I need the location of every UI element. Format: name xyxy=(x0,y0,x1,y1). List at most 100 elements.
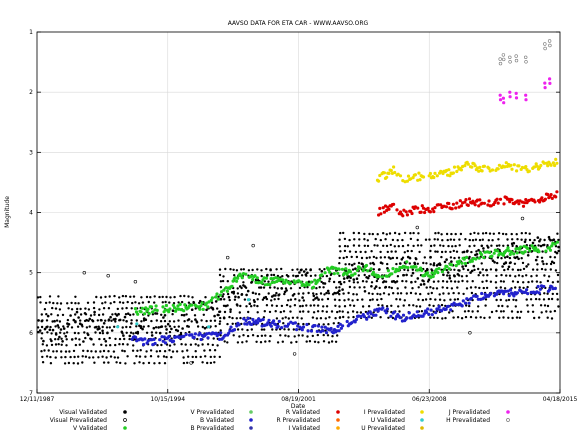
point-visual-validated xyxy=(351,299,354,302)
point-visual-validated xyxy=(51,328,55,332)
point-visual-validated xyxy=(202,313,205,316)
point-visual-validated xyxy=(213,361,216,364)
point-visual-validated xyxy=(173,295,176,299)
point-visual-validated xyxy=(504,261,508,264)
point-visual-validated xyxy=(226,341,229,344)
point-visual-validated xyxy=(124,313,128,316)
point-visual-validated xyxy=(502,244,505,247)
point-h-prevalidated xyxy=(501,53,506,57)
point-visual-validated xyxy=(359,311,363,314)
point-visual-validated xyxy=(359,250,362,254)
point-visual-validated xyxy=(157,355,160,358)
point-visual-validated xyxy=(131,349,135,352)
point-r-validated xyxy=(382,210,386,214)
point-visual-validated xyxy=(84,307,87,310)
point-i-prevalidated xyxy=(459,168,463,172)
point-i-prevalidated xyxy=(463,164,467,168)
point-visual-validated xyxy=(44,301,48,305)
point-b-validated xyxy=(338,322,342,326)
point-v-validated xyxy=(397,268,401,272)
point-visual-validated xyxy=(469,271,472,274)
point-b-validated xyxy=(469,296,473,300)
point-visual-validated xyxy=(494,281,498,284)
point-visual-validated xyxy=(327,341,331,344)
point-b-validated xyxy=(199,337,203,342)
point-visual-validated xyxy=(429,263,432,266)
point-visual-validated xyxy=(348,238,351,242)
point-visual-validated xyxy=(492,232,495,235)
point-visual-validated xyxy=(495,244,499,247)
point-visual-validated xyxy=(516,310,519,314)
point-visual-validated xyxy=(412,304,415,307)
point-visual-prevalidated xyxy=(189,361,193,365)
point-visual-validated xyxy=(221,279,225,283)
point-visual-validated xyxy=(83,331,86,334)
point-visual-validated xyxy=(76,362,80,365)
point-b-validated xyxy=(439,309,444,313)
point-visual-validated xyxy=(61,340,64,343)
point-visual-validated xyxy=(206,361,209,365)
point-visual-validated xyxy=(391,256,395,260)
point-visual-validated xyxy=(101,355,104,358)
point-visual-validated xyxy=(315,293,318,296)
point-visual-validated xyxy=(228,298,231,302)
point-b-validated xyxy=(335,329,339,333)
point-visual-validated xyxy=(145,295,149,299)
point-visual-validated xyxy=(231,316,234,320)
point-visual-validated xyxy=(428,304,431,307)
point-visual-validated xyxy=(87,319,90,322)
point-visual-validated xyxy=(274,310,277,313)
point-b-validated xyxy=(313,324,317,328)
point-visual-validated xyxy=(493,261,496,264)
point-visual-validated xyxy=(263,328,266,331)
point-visual-validated xyxy=(353,286,356,289)
point-visual-validated xyxy=(102,307,106,310)
point-visual-validated xyxy=(502,310,505,313)
legend-marker xyxy=(123,426,127,430)
point-visual-validated xyxy=(306,335,309,338)
point-v-validated xyxy=(474,257,478,261)
point-i-prevalidated xyxy=(515,169,519,173)
point-visual-validated xyxy=(343,305,347,308)
point-visual-validated xyxy=(461,265,464,268)
point-visual-validated xyxy=(341,288,344,291)
point-visual-validated xyxy=(416,262,419,265)
point-v-validated xyxy=(445,265,449,269)
point-visual-validated xyxy=(356,311,359,314)
point-visual-validated xyxy=(522,267,526,271)
point-visual-validated xyxy=(142,362,145,365)
point-visual-validated xyxy=(405,280,408,283)
point-visual-validated xyxy=(264,340,267,343)
point-visual-validated xyxy=(394,250,397,253)
point-visual-validated xyxy=(445,280,449,283)
point-visual-validated xyxy=(446,271,450,274)
point-v-validated xyxy=(297,279,301,283)
point-v-validated xyxy=(281,278,285,282)
point-visual-validated xyxy=(304,273,308,276)
point-r-validated xyxy=(455,201,459,205)
point-visual-validated xyxy=(236,341,240,344)
point-visual-validated xyxy=(411,268,414,271)
point-visual-prevalidated xyxy=(106,274,110,278)
point-visual-validated xyxy=(154,326,158,329)
point-visual-validated xyxy=(256,268,259,271)
point-visual-validated xyxy=(239,304,242,308)
point-visual-validated xyxy=(56,314,60,317)
point-visual-validated xyxy=(536,255,539,259)
point-visual-validated xyxy=(554,269,558,272)
point-visual-validated xyxy=(144,318,148,322)
point-visual-validated xyxy=(64,335,68,338)
point-v-validated xyxy=(151,310,155,314)
point-visual-validated xyxy=(464,315,468,319)
point-visual-validated xyxy=(100,343,103,346)
point-visual-validated xyxy=(322,305,325,308)
x-tick-label: 08/19/2001 xyxy=(281,396,316,403)
point-visual-validated xyxy=(306,286,309,289)
point-visual-validated xyxy=(168,320,171,323)
point-v-validated xyxy=(553,242,557,246)
point-visual-validated xyxy=(334,317,337,320)
point-visual-validated xyxy=(372,268,375,271)
point-visual-validated xyxy=(396,275,400,278)
point-visual-validated xyxy=(439,244,442,247)
point-visual-validated xyxy=(311,316,315,319)
